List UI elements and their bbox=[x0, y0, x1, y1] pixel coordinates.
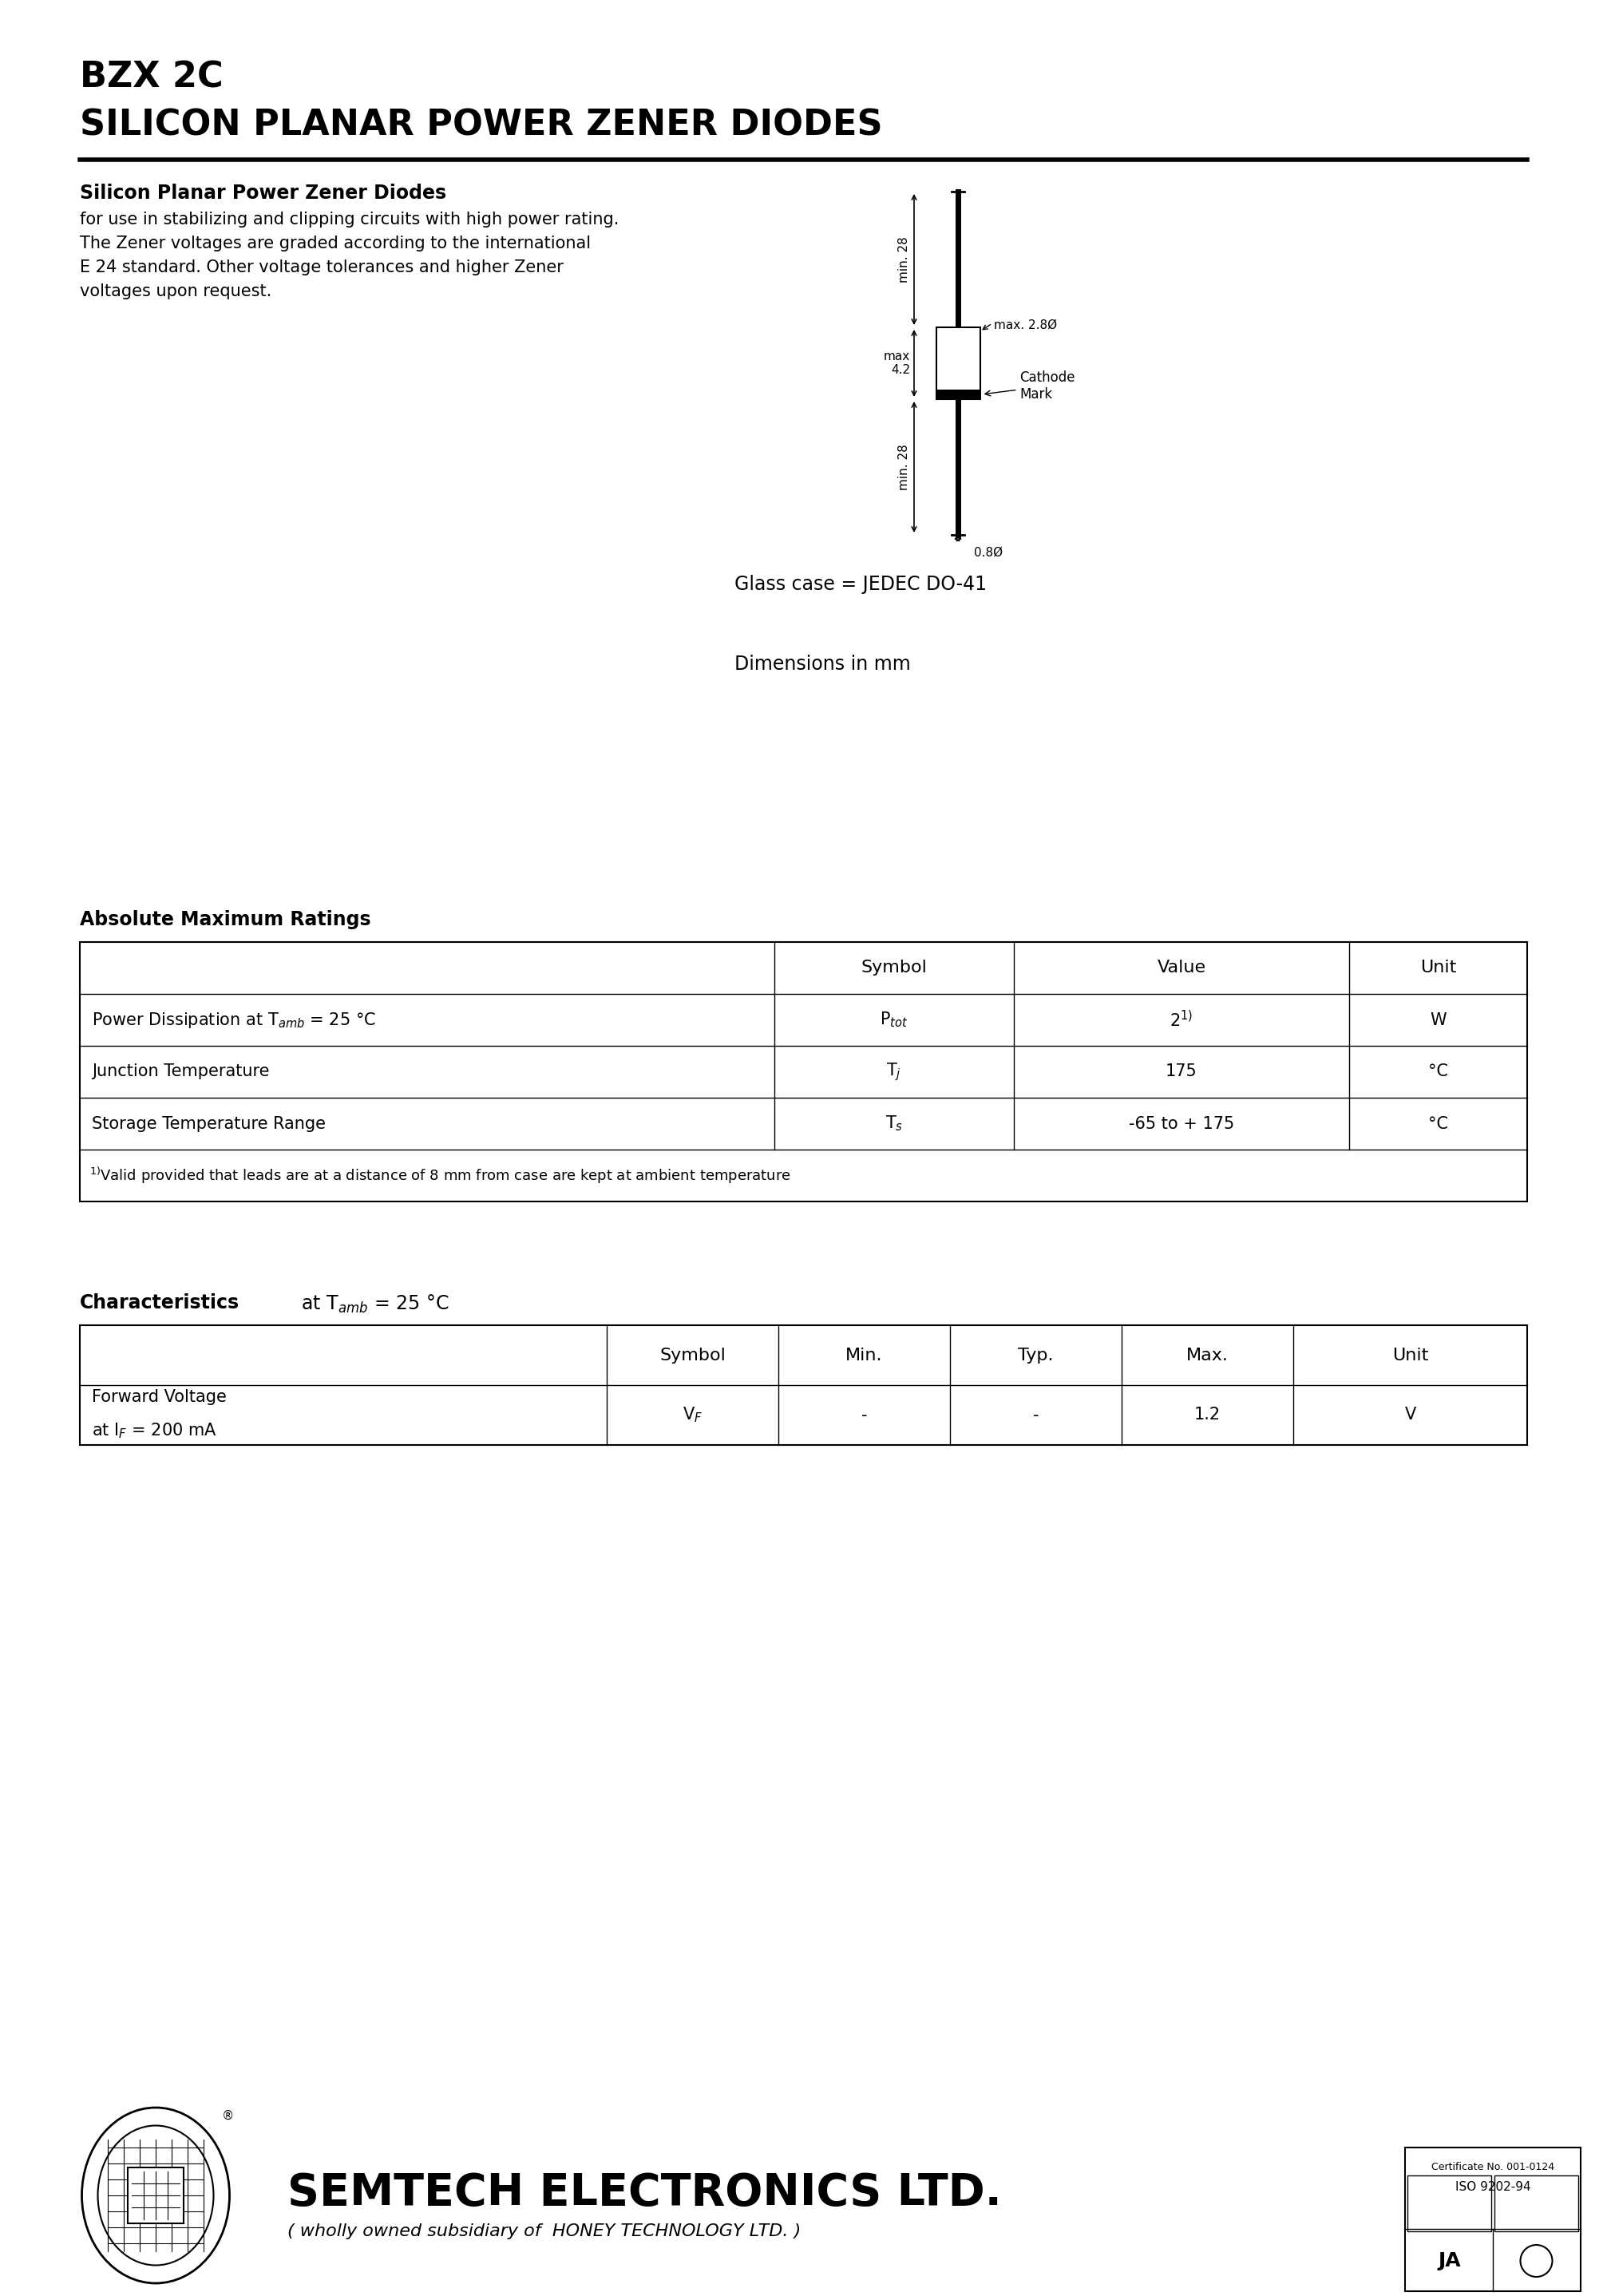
Text: Glass case = JEDEC DO-41: Glass case = JEDEC DO-41 bbox=[734, 574, 987, 595]
Ellipse shape bbox=[98, 2126, 214, 2266]
Text: Forward Voltage: Forward Voltage bbox=[92, 1389, 227, 1405]
Bar bbox=[80, 1325, 1527, 1444]
Text: -65 to + 175: -65 to + 175 bbox=[1128, 1116, 1234, 1132]
Text: Storage Temperature Range: Storage Temperature Range bbox=[92, 1116, 326, 1132]
Text: Characteristics: Characteristics bbox=[80, 1293, 239, 1313]
Bar bbox=[1405, 2147, 1581, 2291]
Text: V$_F$: V$_F$ bbox=[683, 1405, 702, 1424]
Text: 1.2: 1.2 bbox=[1194, 1407, 1221, 1424]
Text: Max.: Max. bbox=[1186, 1348, 1228, 1364]
Text: The Zener voltages are graded according to the international: The Zener voltages are graded according … bbox=[80, 236, 591, 253]
Text: JA: JA bbox=[1438, 2252, 1461, 2271]
Text: max. 2.8Ø: max. 2.8Ø bbox=[993, 319, 1057, 331]
Text: ISO 9202-94: ISO 9202-94 bbox=[1454, 2181, 1530, 2193]
Text: BZX 2C: BZX 2C bbox=[80, 60, 223, 94]
Text: Dimensions in mm: Dimensions in mm bbox=[734, 654, 911, 673]
Text: 0.8Ø: 0.8Ø bbox=[974, 546, 1003, 558]
Text: °C: °C bbox=[1429, 1063, 1448, 1079]
Text: Junction Temperature: Junction Temperature bbox=[92, 1063, 270, 1079]
Text: -: - bbox=[861, 1407, 868, 1424]
Text: -: - bbox=[1033, 1407, 1038, 1424]
Ellipse shape bbox=[82, 2108, 230, 2282]
Text: Silicon Planar Power Zener Diodes: Silicon Planar Power Zener Diodes bbox=[80, 184, 447, 202]
Text: for use in stabilizing and clipping circuits with high power rating.: for use in stabilizing and clipping circ… bbox=[80, 211, 619, 227]
Text: voltages upon request.: voltages upon request. bbox=[80, 282, 272, 298]
Text: Symbol: Symbol bbox=[861, 960, 927, 976]
Text: V: V bbox=[1405, 1407, 1416, 1424]
Text: T$_j$: T$_j$ bbox=[887, 1061, 902, 1081]
Text: Unit: Unit bbox=[1421, 960, 1456, 976]
Text: W: W bbox=[1430, 1013, 1446, 1029]
Text: Certificate No. 001-0124: Certificate No. 001-0124 bbox=[1432, 2163, 1554, 2172]
Text: $^{1)}$Valid provided that leads are at a distance of 8 mm from case are kept at: $^{1)}$Valid provided that leads are at … bbox=[90, 1166, 791, 1185]
Text: SILICON PLANAR POWER ZENER DIODES: SILICON PLANAR POWER ZENER DIODES bbox=[80, 108, 882, 142]
Text: ( wholly owned subsidiary of  HONEY TECHNOLOGY LTD. ): ( wholly owned subsidiary of HONEY TECHN… bbox=[288, 2223, 800, 2239]
Text: Min.: Min. bbox=[845, 1348, 882, 1364]
Text: E 24 standard. Other voltage tolerances and higher Zener: E 24 standard. Other voltage tolerances … bbox=[80, 259, 564, 276]
Text: min. 28: min. 28 bbox=[898, 236, 910, 282]
Bar bbox=[1408, 2174, 1491, 2232]
Bar bbox=[1495, 2174, 1578, 2232]
Text: Cathode
Mark: Cathode Mark bbox=[985, 370, 1075, 402]
Bar bbox=[935, 390, 980, 400]
Text: T$_s$: T$_s$ bbox=[885, 1114, 903, 1132]
Text: ®: ® bbox=[222, 2110, 233, 2122]
Text: P$_{tot}$: P$_{tot}$ bbox=[881, 1010, 908, 1029]
Text: °C: °C bbox=[1429, 1116, 1448, 1132]
Bar bbox=[80, 941, 1527, 1201]
Text: max
4.2: max 4.2 bbox=[884, 351, 910, 377]
Text: 175: 175 bbox=[1165, 1063, 1197, 1079]
Bar bbox=[935, 328, 980, 400]
Text: 2$^{1)}$: 2$^{1)}$ bbox=[1170, 1010, 1192, 1031]
Text: min. 28: min. 28 bbox=[898, 443, 910, 489]
Text: Symbol: Symbol bbox=[659, 1348, 726, 1364]
Bar bbox=[127, 2167, 183, 2223]
Text: Absolute Maximum Ratings: Absolute Maximum Ratings bbox=[80, 909, 371, 930]
Text: Power Dissipation at T$_{amb}$ = 25 °C: Power Dissipation at T$_{amb}$ = 25 °C bbox=[92, 1010, 376, 1029]
Text: Unit: Unit bbox=[1392, 1348, 1429, 1364]
Text: Typ.: Typ. bbox=[1019, 1348, 1054, 1364]
Text: at T$_{amb}$ = 25 °C: at T$_{amb}$ = 25 °C bbox=[296, 1293, 448, 1316]
Text: at I$_F$ = 200 mA: at I$_F$ = 200 mA bbox=[92, 1421, 217, 1440]
Text: Value: Value bbox=[1157, 960, 1205, 976]
Text: SEMTECH ELECTRONICS LTD.: SEMTECH ELECTRONICS LTD. bbox=[288, 2172, 1001, 2216]
